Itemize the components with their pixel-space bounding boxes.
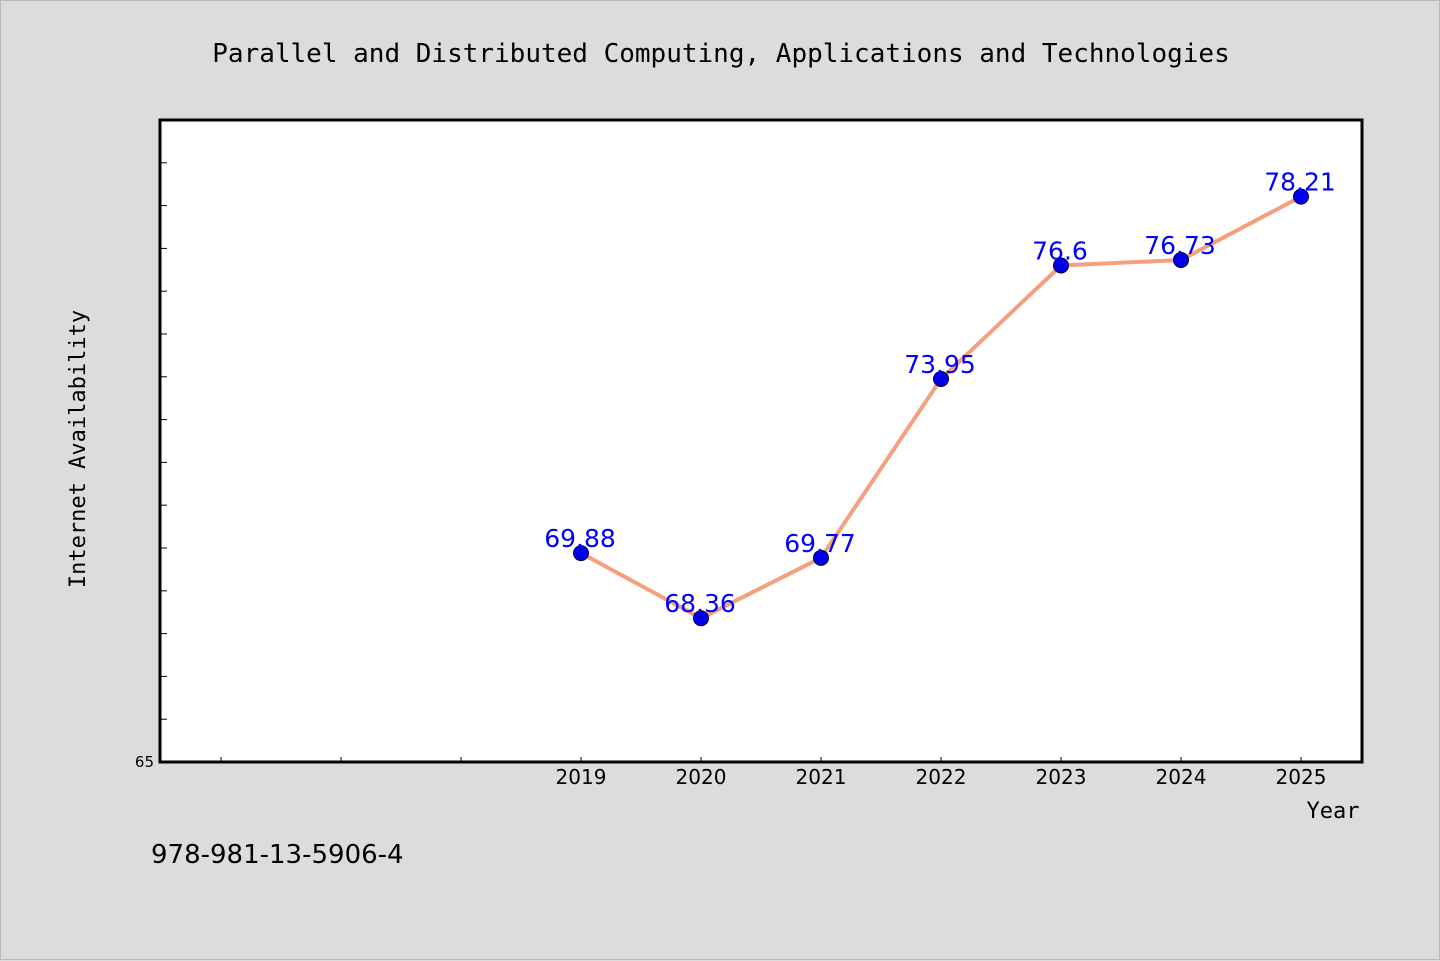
data-label: 68.36: [664, 589, 736, 618]
x-tick-label: 2022: [916, 765, 967, 789]
data-label: 69.77: [784, 529, 856, 558]
x-tick-label: 2024: [1156, 765, 1207, 789]
data-label: 69.88: [544, 524, 616, 553]
data-label: 73.95: [904, 350, 976, 379]
data-point-marker: [573, 545, 589, 562]
data-point-marker: [933, 370, 949, 387]
marker-group: [573, 188, 1309, 627]
x-axis-label: Year: [1307, 799, 1360, 824]
y-tick-label: 65: [135, 753, 154, 771]
data-point-marker: [1053, 257, 1069, 274]
y-axis-label: Internet Availability: [66, 310, 91, 588]
data-point-marker: [1293, 188, 1309, 205]
data-label: 76.6: [1032, 237, 1088, 266]
x-tick-label: 2020: [676, 765, 727, 789]
x-tick-label: 2025: [1276, 765, 1327, 789]
chart-title: Parallel and Distributed Computing, Appl…: [212, 39, 1229, 69]
x-tick-label: 2021: [796, 765, 847, 789]
data-point-marker: [1173, 251, 1189, 268]
x-tick-label: 2023: [1036, 765, 1087, 789]
data-point-marker: [813, 549, 829, 566]
data-label: 78.21: [1264, 168, 1336, 197]
data-label: 76.73: [1144, 231, 1216, 260]
axis-ticks: [160, 162, 1302, 762]
plot-area: [158, 118, 1364, 764]
data-point-marker: [693, 610, 709, 627]
data-label-group: 69.88 68.36 69.77 73.95 76.6 76.73 78.21: [544, 168, 1336, 619]
x-tick-labels: 2019 2020 2021 2022 2023 2024 2025: [556, 765, 1327, 789]
x-tick-label: 2019: [556, 765, 607, 789]
isbn-text: 978-981-13-5906-4: [151, 840, 404, 870]
